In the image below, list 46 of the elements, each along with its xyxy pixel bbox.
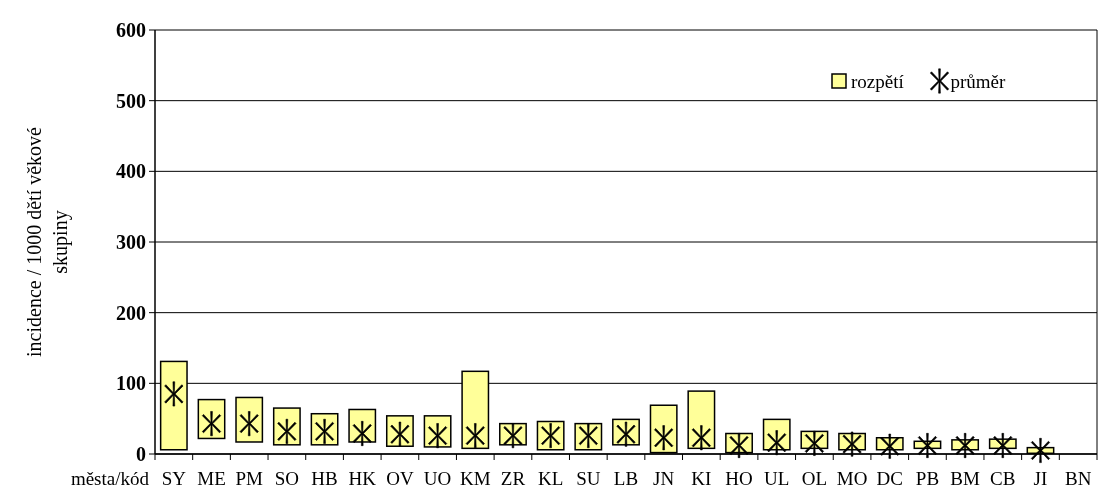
- point: [917, 433, 937, 458]
- point: [1030, 438, 1051, 463]
- y-tick-label: 0: [136, 443, 146, 465]
- legend-label: rozpětí: [851, 70, 905, 92]
- x-tick-label: BM: [950, 468, 980, 489]
- x-tick-label: SO: [274, 468, 300, 489]
- x-tick-label: BN: [1064, 468, 1092, 489]
- y-axis-title: incidence / 1000 dětí věkové skupiny: [23, 126, 72, 357]
- x-tick-label: PB: [915, 468, 940, 489]
- x-tick-label: LB: [613, 468, 639, 489]
- x-tick-label: KI: [691, 468, 712, 489]
- x-tick-label: MO: [836, 468, 868, 489]
- point: [880, 433, 900, 459]
- x-tick-label: KL: [537, 468, 564, 489]
- x-tick-label: CB: [990, 468, 1016, 489]
- y-tick-label: 600: [116, 19, 146, 41]
- y-tick-label: 100: [116, 372, 146, 395]
- x-tick-label: KM: [459, 468, 491, 489]
- point: [842, 431, 862, 457]
- x-tick-label: ME: [197, 468, 226, 489]
- x-tick-label: ZR: [500, 468, 526, 489]
- x-axis-title: města/kód: [70, 468, 150, 489]
- legend-label: průměr: [950, 70, 1007, 92]
- y-tick-label: 500: [116, 89, 146, 112]
- x-tick-label: DC: [876, 468, 903, 489]
- point: [804, 430, 824, 456]
- x-tick-label: OL: [801, 468, 828, 489]
- x-tick-label: UO: [423, 468, 452, 489]
- x-tick-label: SY: [161, 468, 187, 489]
- x-tick-label: JI: [1033, 468, 1048, 489]
- point: [465, 423, 485, 449]
- x-tick-label: HO: [725, 468, 753, 489]
- x-tick-label: SU: [576, 468, 601, 489]
- point: [691, 425, 711, 451]
- y-tick-label: 400: [116, 160, 146, 183]
- y-tick-label: 300: [116, 231, 146, 253]
- x-tick-label: UL: [764, 468, 790, 489]
- point: [955, 433, 975, 458]
- point: [578, 423, 598, 449]
- x-tick-label: PM: [235, 468, 264, 489]
- x-tick-label: HB: [311, 468, 338, 489]
- y-tick-label: 200: [116, 301, 146, 324]
- point: [993, 433, 1013, 458]
- x-tick-label: OV: [386, 468, 414, 489]
- x-tick-label: JN: [653, 468, 675, 489]
- x-tick-label: HK: [348, 468, 377, 489]
